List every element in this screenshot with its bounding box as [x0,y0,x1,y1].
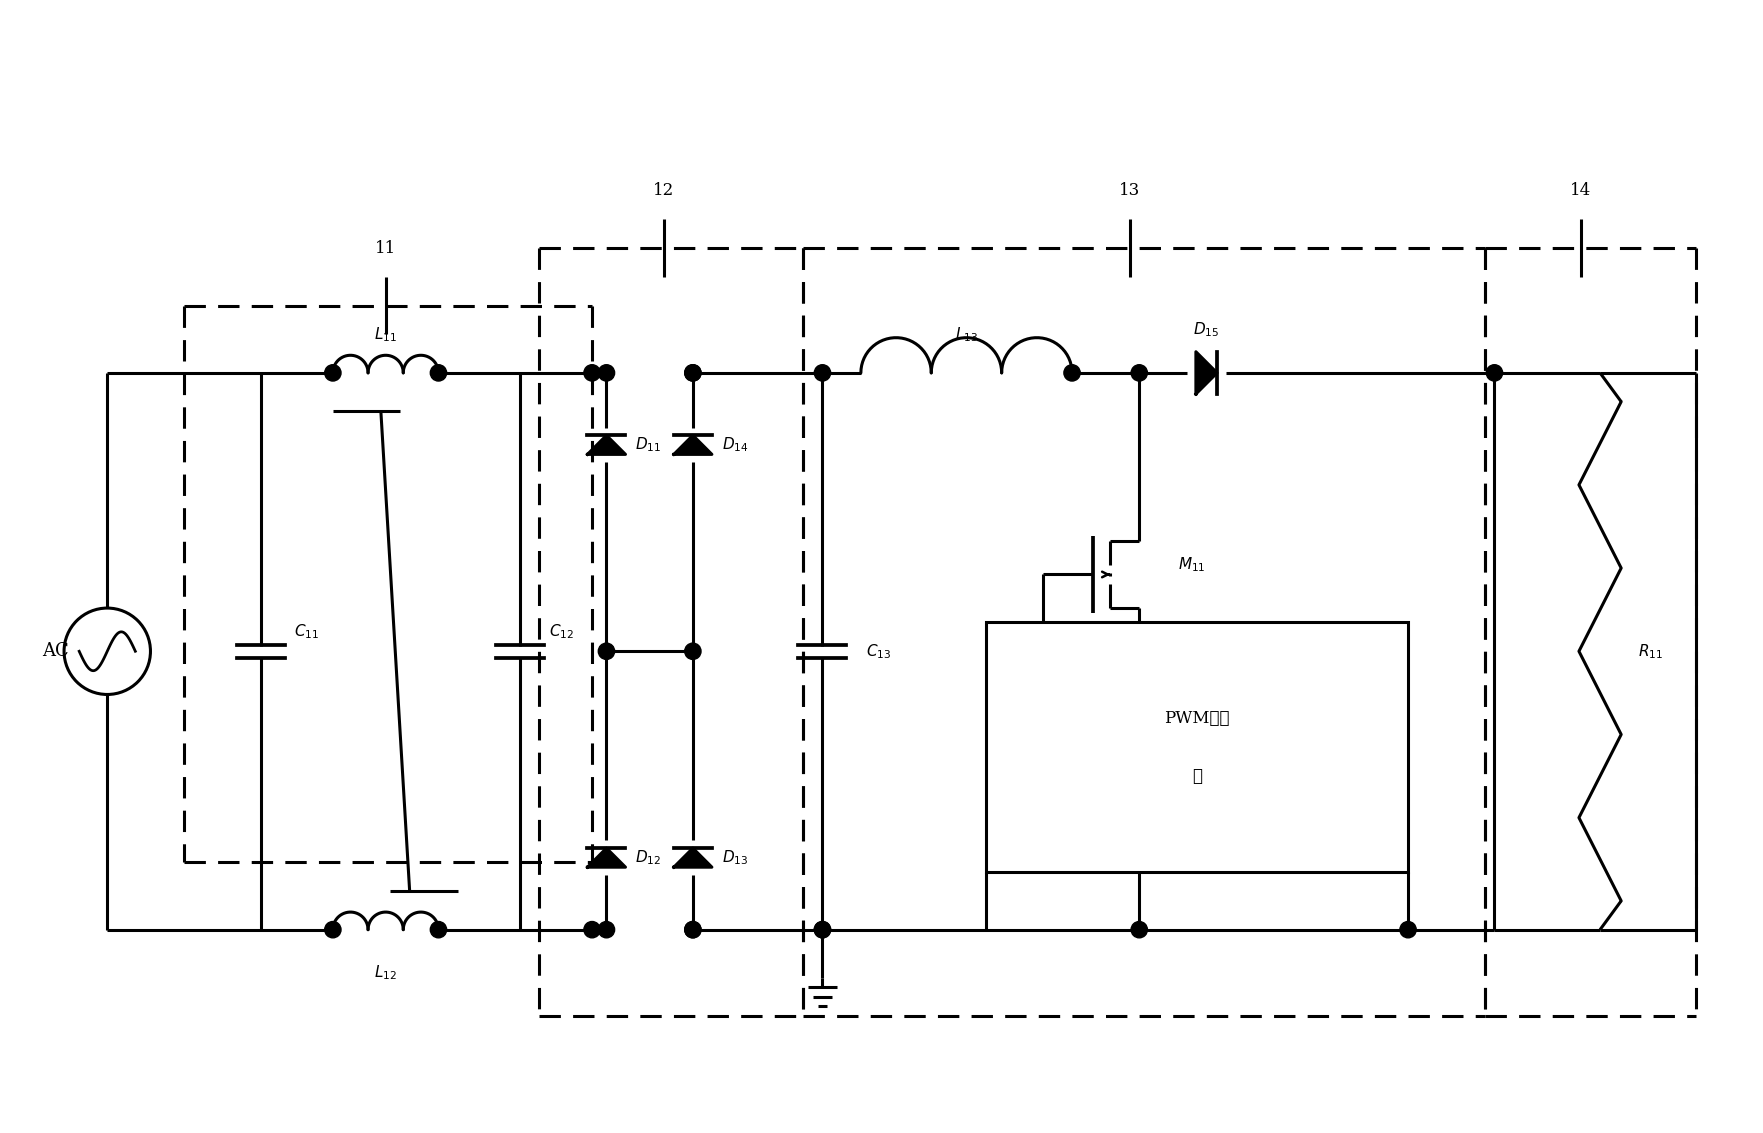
Text: $L_{12}$: $L_{12}$ [374,963,397,982]
Polygon shape [587,435,626,454]
Circle shape [684,921,702,938]
Circle shape [1132,921,1148,938]
Text: $C_{12}$: $C_{12}$ [548,623,575,641]
Circle shape [684,644,702,659]
Text: 13: 13 [1120,182,1141,199]
Text: $D_{13}$: $D_{13}$ [721,849,748,867]
Circle shape [598,365,615,381]
Circle shape [324,921,340,938]
Polygon shape [1195,351,1216,394]
Text: $C_{11}$: $C_{11}$ [294,623,319,641]
Text: $D_{11}$: $D_{11}$ [635,435,661,454]
Polygon shape [673,435,712,454]
Circle shape [684,921,702,938]
Text: $R_{11}$: $R_{11}$ [1638,642,1664,661]
Circle shape [684,365,702,381]
Circle shape [598,921,615,938]
Circle shape [430,921,446,938]
Circle shape [1132,365,1148,381]
Circle shape [1063,365,1081,381]
Circle shape [584,365,599,381]
Text: 器: 器 [1192,767,1202,784]
Text: $D_{12}$: $D_{12}$ [635,849,661,867]
Circle shape [584,921,599,938]
Text: 14: 14 [1571,182,1592,199]
Bar [986,622,1409,872]
Text: $M_{11}$: $M_{11}$ [1178,555,1206,574]
Circle shape [598,644,615,659]
Text: $D_{15}$: $D_{15}$ [1194,321,1220,339]
Polygon shape [587,849,626,867]
Polygon shape [673,849,712,867]
Circle shape [324,365,340,381]
Text: PWM控制: PWM控制 [1164,710,1229,727]
Circle shape [815,365,830,381]
Circle shape [815,921,830,938]
Circle shape [430,365,446,381]
Circle shape [815,921,830,938]
Circle shape [1400,921,1416,938]
Text: $L_{13}$: $L_{13}$ [956,325,978,343]
Text: AC: AC [42,642,69,661]
Text: $C_{13}$: $C_{13}$ [866,642,890,661]
Text: 12: 12 [654,182,675,199]
Text: 11: 11 [376,239,397,256]
Text: $D_{14}$: $D_{14}$ [721,435,748,454]
Text: $L_{11}$: $L_{11}$ [374,325,397,343]
Circle shape [1486,365,1502,381]
Circle shape [684,365,702,381]
